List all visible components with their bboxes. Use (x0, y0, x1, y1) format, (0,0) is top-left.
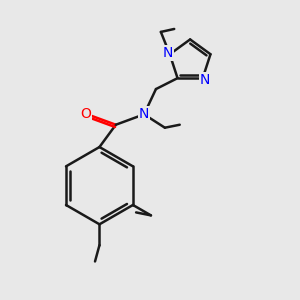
Text: O: O (80, 107, 91, 121)
Text: N: N (162, 46, 172, 60)
Text: N: N (200, 73, 210, 87)
Text: N: N (139, 107, 149, 121)
